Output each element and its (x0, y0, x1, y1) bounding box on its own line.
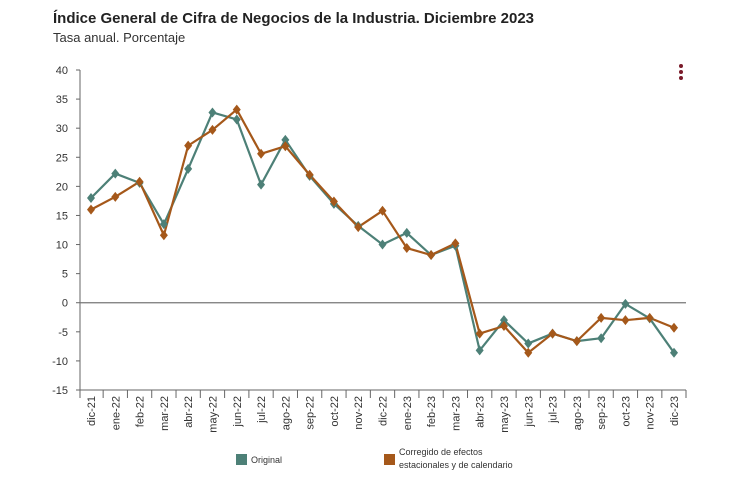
data-point-original (159, 219, 168, 230)
data-point-original (597, 333, 606, 344)
legend-item-original: Original (236, 454, 282, 465)
y-tick-label: 10 (56, 240, 68, 252)
data-point-corrected (451, 238, 460, 249)
legend-item-corrected: Corregido de efectos estacionales y de c… (384, 446, 513, 472)
legend-label-corrected-line2: estacionales y de calendario (399, 460, 513, 470)
chart-subtitle: Tasa anual. Porcentaje (53, 30, 186, 45)
data-point-corrected (427, 250, 436, 261)
data-point-corrected (645, 312, 654, 323)
x-tick-label: jul-23 (548, 396, 560, 424)
data-point-original (378, 239, 387, 250)
data-point-corrected (670, 322, 678, 333)
series-line-corrected (90, 108, 675, 354)
x-tick-label: jun-23 (523, 396, 535, 428)
data-point-corrected (402, 243, 411, 254)
x-tick-label: nov-22 (353, 396, 365, 430)
data-point-corrected (232, 104, 241, 115)
data-point-corrected (354, 222, 363, 233)
data-point-corrected (548, 328, 557, 339)
series-line-original (90, 111, 675, 354)
y-tick-label: -10 (52, 356, 68, 368)
data-point-original (208, 107, 217, 118)
y-tick-label: 40 (56, 65, 68, 77)
data-point-corrected (475, 328, 484, 339)
data-point-corrected (184, 140, 193, 151)
x-tick-label: dic-22 (378, 396, 390, 426)
data-point-original (475, 345, 484, 356)
y-tick-label: 35 (56, 94, 68, 106)
data-point-corrected (621, 315, 630, 326)
x-tick-label: dic-21 (86, 396, 98, 426)
x-tick-label: feb-22 (135, 396, 147, 427)
data-point-corrected (378, 205, 387, 216)
data-point-corrected (524, 347, 533, 358)
y-tick-label: 15 (56, 210, 68, 222)
legend-label-corrected-line1: Corregido de efectos (399, 447, 483, 457)
y-tick-label: 5 (62, 269, 68, 281)
data-point-original (499, 315, 508, 326)
data-point-corrected (257, 148, 266, 159)
data-point-corrected (159, 230, 168, 241)
legend-swatch-original (236, 454, 247, 465)
x-tick-label: abr-23 (475, 396, 487, 428)
data-point-corrected (499, 321, 508, 331)
data-point-corrected (135, 176, 144, 187)
x-tick-label: abr-22 (183, 396, 195, 428)
y-tick-label: -5 (58, 327, 68, 339)
y-tick-label: 0 (62, 298, 68, 310)
x-tick-label: may-23 (499, 396, 511, 433)
x-tick-label: ago-22 (280, 396, 292, 430)
data-point-corrected (305, 169, 314, 180)
y-tick-label: -15 (52, 385, 68, 397)
x-tick-label: ene-23 (402, 396, 414, 430)
x-tick-label: sep-23 (596, 396, 608, 430)
data-point-original (257, 179, 266, 190)
data-point-original (87, 193, 95, 203)
data-point-corrected (572, 336, 581, 347)
data-point-original (670, 347, 678, 358)
x-tick-label: oct-23 (620, 396, 632, 427)
x-tick-label: mar-23 (450, 396, 462, 431)
kebab-menu-icon[interactable] (676, 64, 686, 84)
x-tick-label: jul-22 (256, 396, 268, 424)
x-tick-label: ago-23 (572, 396, 584, 430)
data-point-original (184, 163, 193, 174)
x-tick-label: jun-22 (232, 396, 244, 428)
data-point-original (524, 338, 533, 349)
chart-title: Índice General de Cifra de Negocios de l… (53, 10, 535, 27)
data-point-original (281, 134, 290, 145)
x-tick-label: oct-22 (329, 396, 341, 427)
data-point-corrected (208, 124, 217, 135)
data-point-corrected (329, 196, 338, 207)
data-point-corrected (111, 191, 120, 202)
legend-label-original: Original (251, 455, 283, 465)
y-tick-label: 25 (56, 152, 68, 164)
x-tick-label: dic-23 (669, 396, 681, 426)
data-point-original (232, 114, 241, 125)
x-tick-label: mar-22 (159, 396, 171, 431)
data-point-original (111, 168, 120, 179)
x-tick-label: sep-22 (305, 396, 317, 430)
x-tick-label: feb-23 (426, 396, 438, 427)
y-tick-label: 20 (56, 181, 68, 193)
data-point-corrected (281, 141, 290, 152)
data-point-corrected (597, 312, 606, 323)
x-tick-label: ene-22 (110, 396, 122, 430)
legend-swatch-corrected (384, 454, 395, 465)
data-point-original (402, 227, 411, 238)
data-point-corrected (87, 204, 95, 215)
x-tick-label: may-22 (207, 396, 219, 433)
data-point-original (621, 298, 630, 309)
legend-label-corrected: Corregido de efectos estacionales y de c… (399, 446, 513, 472)
y-tick-label: 30 (56, 123, 68, 135)
x-tick-label: nov-23 (645, 396, 657, 430)
